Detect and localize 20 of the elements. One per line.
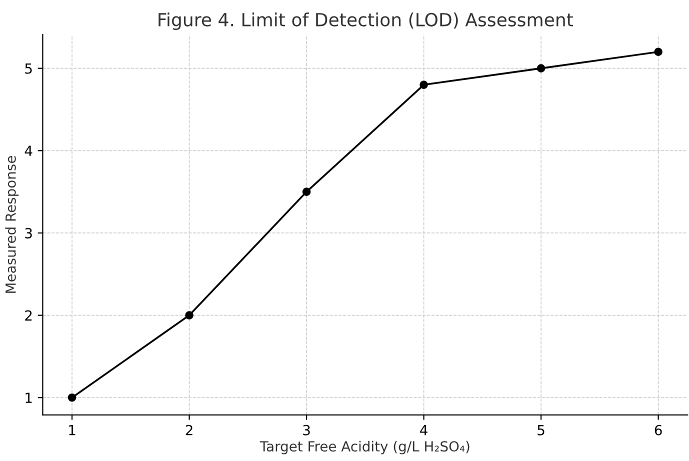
x-tick-label: 6 xyxy=(654,424,662,436)
y-tick-label: 1 xyxy=(26,392,32,403)
x-tick-label: 4 xyxy=(420,425,428,436)
point xyxy=(420,80,428,89)
y-tick-label: 3 xyxy=(25,228,32,238)
point xyxy=(654,48,662,56)
x-tick-label: 3 xyxy=(303,424,310,436)
point xyxy=(185,311,194,320)
x-axis-title: Target Free Acidity (g/L H₂SO₄) xyxy=(260,440,470,454)
chart-title: Figure 4. Limit of Detection (LOD) Assessment xyxy=(158,12,574,30)
point xyxy=(302,188,311,196)
point xyxy=(536,64,546,72)
y-tick-label: 4 xyxy=(24,146,32,156)
point xyxy=(68,393,76,402)
y-tick-label: 5 xyxy=(25,63,32,74)
x-tick-label: 5 xyxy=(538,425,544,436)
y-axis-title: Measured Response xyxy=(5,156,19,293)
y-tick-label: 2 xyxy=(25,310,32,321)
x-tick-label: 2 xyxy=(186,424,192,436)
x-tick-label: 1 xyxy=(69,425,76,436)
